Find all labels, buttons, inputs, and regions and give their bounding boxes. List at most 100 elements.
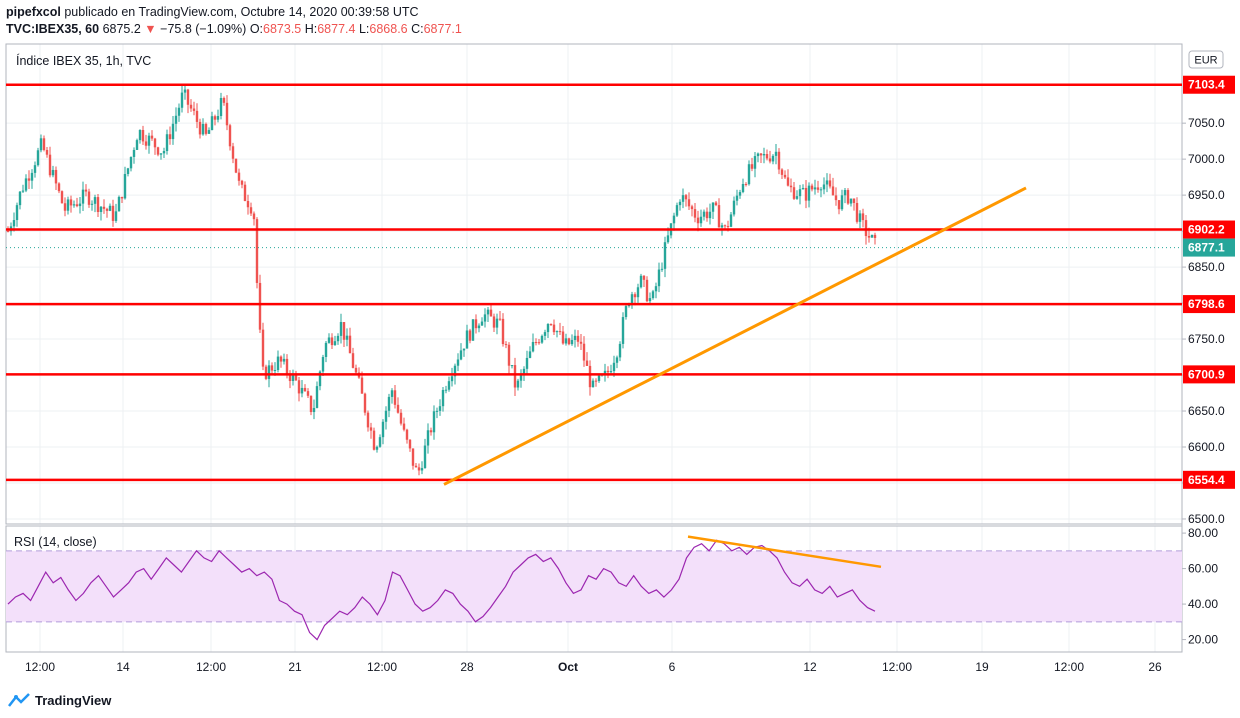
candle-body	[174, 115, 178, 124]
candle-body	[873, 234, 877, 238]
candle-body	[849, 198, 853, 204]
candle-body	[810, 185, 814, 190]
candle-body	[30, 172, 34, 181]
candle-body	[183, 89, 187, 93]
candle-body	[720, 225, 724, 228]
candle-body	[537, 342, 541, 344]
candle-body	[837, 200, 841, 210]
y-tick-label: 6850.0	[1188, 260, 1225, 274]
horizontal-levels[interactable]	[6, 83, 1182, 482]
candle-body	[495, 318, 499, 328]
candle-body	[231, 146, 235, 159]
x-tick-label: 12:00	[367, 660, 397, 674]
candle-body	[534, 342, 538, 344]
candle-body	[480, 321, 484, 326]
candle-body	[351, 353, 355, 368]
x-tick-label: 26	[1148, 660, 1162, 674]
candle-body	[147, 135, 151, 146]
level-label: 6700.9	[1188, 367, 1225, 381]
candle-body	[615, 357, 619, 363]
candle-body	[645, 279, 649, 302]
candle-body	[27, 178, 31, 181]
candle-body	[843, 190, 847, 196]
support-trendline[interactable]	[443, 186, 1027, 486]
candle-body	[711, 202, 715, 212]
y-tick-label: 7050.0	[1188, 116, 1225, 130]
candle-body	[516, 380, 520, 388]
candle-body	[333, 341, 337, 346]
candle-body	[192, 108, 196, 111]
candle-body	[180, 92, 184, 108]
candle-body	[696, 217, 700, 224]
candle-body	[414, 465, 418, 468]
candle-body	[162, 151, 166, 154]
candle-body	[819, 189, 823, 191]
candle-body	[111, 205, 115, 221]
candle-body	[702, 211, 706, 217]
rsi-tick-label: 60.00	[1188, 562, 1218, 576]
candle-body	[435, 410, 439, 412]
candle-body	[204, 123, 208, 134]
candle-body	[870, 234, 874, 238]
candle-body	[795, 196, 799, 199]
candle-body	[408, 439, 412, 449]
candle-body	[639, 275, 643, 288]
rsi-tick-label: 80.00	[1188, 526, 1218, 540]
candle-body	[528, 351, 532, 358]
candle-body	[36, 150, 40, 166]
candle-body	[330, 337, 334, 346]
chart-area[interactable]: 6500.06550.06600.06650.06700.06750.06800…	[0, 0, 1240, 690]
candle-body	[492, 316, 496, 328]
currency-badge[interactable]	[1188, 50, 1224, 69]
price-change: −75.8 (−1.09%)	[160, 22, 247, 36]
candle-body	[504, 344, 508, 346]
level-label-bg	[1183, 470, 1235, 489]
candle-body	[243, 184, 247, 202]
tradingview-logo[interactable]: TradingView	[8, 690, 111, 710]
y-tick-label: 7000.0	[1188, 152, 1225, 166]
candle-body	[567, 338, 571, 345]
candle-body	[588, 365, 592, 388]
high-label: H:	[304, 22, 318, 36]
author-name[interactable]: pipefxcol	[6, 5, 61, 19]
candle-body	[63, 203, 67, 211]
rsi-title: RSI (14, close)	[14, 535, 97, 549]
candle-body	[153, 138, 157, 148]
candle-body	[291, 374, 295, 382]
x-tick-label: 21	[288, 660, 302, 674]
time-axis[interactable]: 12:00 14 12:00 21 12:00 28 Oct 6 12 12:00 19 12:00 2…	[25, 660, 1162, 674]
candle-body	[858, 213, 862, 222]
candle-body	[138, 129, 142, 141]
price-axis[interactable]: 6500.06550.06600.06650.06700.06750.06800…	[1182, 116, 1225, 526]
rsi-axis[interactable]: 20.00 40.00 60.00 80.00	[1182, 526, 1218, 647]
candle-body	[222, 97, 226, 103]
candle-body	[186, 89, 190, 105]
candle-body	[609, 371, 613, 373]
candle-body	[132, 149, 136, 157]
candle-body	[387, 396, 391, 411]
candle-body	[210, 116, 214, 131]
candle-body	[189, 104, 193, 109]
candle-body	[642, 275, 646, 280]
currency-badge-label: EUR	[1194, 55, 1217, 67]
candle-body	[363, 393, 367, 413]
candle-body	[483, 314, 487, 322]
y-tick-label: 6950.0	[1188, 188, 1225, 202]
candle-body	[690, 206, 694, 210]
candle-body	[69, 199, 73, 206]
candle-body	[750, 164, 754, 169]
rsi-line	[7, 539, 876, 641]
level-label: 6902.2	[1188, 223, 1225, 237]
candle-body	[444, 389, 448, 391]
published-text: publicado en TradingView.com, Octubre 14…	[64, 5, 419, 19]
x-tick-label: 12:00	[1054, 660, 1084, 674]
candle-body	[39, 138, 43, 151]
candle-body	[144, 141, 148, 146]
candle-body	[369, 427, 373, 431]
candle-body	[777, 151, 781, 170]
candle-body	[486, 309, 490, 315]
symbol-header: TVC:IBEX35, 60 6875.2 ▼ −75.8 (−1.09%) O…	[6, 22, 462, 36]
candle-body	[282, 358, 286, 362]
candle-body	[729, 214, 733, 227]
candle-body	[303, 387, 307, 392]
